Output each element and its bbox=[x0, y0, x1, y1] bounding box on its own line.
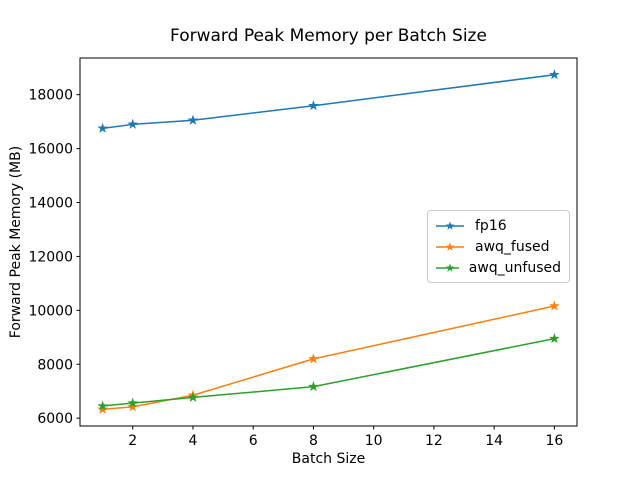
x-tick-label: 16 bbox=[545, 433, 563, 449]
y-tick-label: 16000 bbox=[28, 142, 73, 158]
data-point-awq_unfused-batch-4 bbox=[187, 391, 199, 402]
data-point-awq_fused-batch-1 bbox=[97, 403, 108, 414]
axes-spines bbox=[79, 57, 578, 427]
data-point-awq_unfused-batch-16 bbox=[549, 333, 560, 344]
series-line-awq_unfused bbox=[102, 337, 555, 407]
star-marker-icon bbox=[445, 241, 455, 251]
x-tick-label: 14 bbox=[485, 433, 503, 449]
data-point-fp16-batch-8 bbox=[308, 100, 319, 111]
x-tick-label: 4 bbox=[188, 433, 197, 449]
data-point-awq_fused-batch-16 bbox=[549, 300, 560, 311]
y-axis-label: Forward Peak Memory (MB) bbox=[8, 145, 24, 339]
x-tick-label: 2 bbox=[128, 433, 137, 449]
chart-title: Forward Peak Memory per Batch Size bbox=[170, 26, 487, 46]
series-line-awq_fused bbox=[102, 305, 555, 411]
data-point-awq_unfused-batch-8 bbox=[308, 381, 319, 392]
x-tick-label: 8 bbox=[309, 433, 318, 449]
legend-line-sample bbox=[436, 262, 459, 272]
x-axis-label: Batch Size bbox=[291, 451, 366, 467]
y-tick-label: 8000 bbox=[37, 357, 73, 373]
data-point-fp16-batch-2 bbox=[127, 118, 139, 129]
legend-entry-awq_fused: awq_fused bbox=[435, 236, 561, 257]
x-tick-label: 6 bbox=[249, 433, 258, 449]
legend-line-sample bbox=[436, 220, 464, 230]
y-tick-label: 18000 bbox=[28, 88, 73, 104]
legend-label: awq_fused bbox=[475, 238, 550, 255]
y-tick-label: 12000 bbox=[28, 249, 73, 265]
y-tick-label: 14000 bbox=[28, 196, 73, 212]
x-tick-label: 10 bbox=[365, 433, 383, 449]
legend: fp16 awq_fused awq_unfused bbox=[427, 210, 570, 283]
legend-entry-fp16: fp16 bbox=[435, 215, 561, 236]
data-point-fp16-batch-4 bbox=[187, 114, 199, 125]
y-tick-label: 6000 bbox=[37, 411, 73, 427]
legend-line-sample bbox=[436, 241, 464, 251]
star-marker-icon bbox=[445, 220, 455, 230]
data-point-fp16-batch-1 bbox=[97, 122, 108, 133]
data-point-fp16-batch-16 bbox=[549, 69, 560, 80]
series-line-fp16 bbox=[102, 73, 555, 130]
data-point-awq_unfused-batch-1 bbox=[97, 400, 108, 411]
legend-label: awq_unfused bbox=[468, 259, 561, 276]
legend-label: fp16 bbox=[475, 217, 507, 234]
data-point-awq_fused-batch-8 bbox=[308, 353, 319, 364]
legend-entry-awq_unfused: awq_unfused bbox=[435, 257, 561, 278]
data-point-awq_unfused-batch-2 bbox=[127, 397, 139, 408]
y-tick-label: 10000 bbox=[28, 303, 73, 319]
x-tick-label: 12 bbox=[425, 433, 443, 449]
star-marker-icon bbox=[445, 262, 455, 272]
data-point-awq_fused-batch-2 bbox=[127, 401, 139, 412]
